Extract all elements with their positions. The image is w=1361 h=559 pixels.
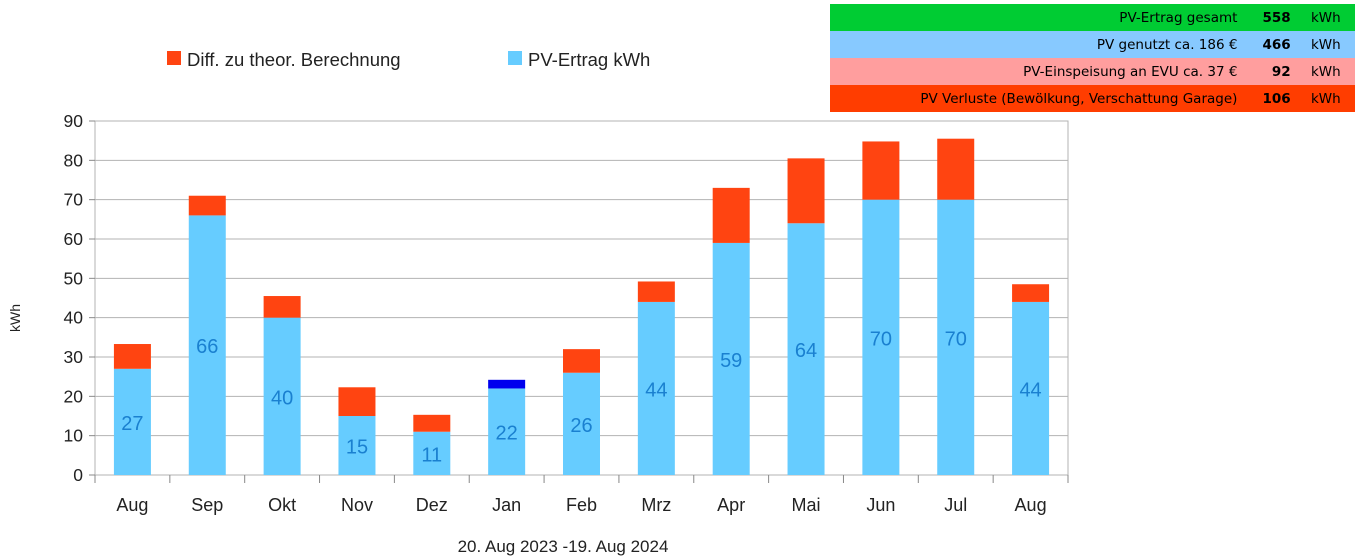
summary-row: PV Verluste (Bewölkung, Verschattung Gar…	[830, 85, 1355, 112]
summary-row-unit: kWh	[1310, 63, 1341, 80]
bar-value-label: 22	[496, 423, 518, 445]
summary-table: PV-Ertrag gesamt 558 kWh PV genutzt ca. 186…	[830, 4, 1355, 112]
x-tick-label: Okt	[268, 495, 296, 515]
summary-row-unit: kWh	[1310, 9, 1341, 26]
bar-diff	[263, 296, 301, 318]
bar-diff	[338, 387, 376, 416]
bar-pv-ertrag	[787, 223, 825, 475]
x-tick-label: Jan	[492, 495, 521, 515]
x-tick-label: Dez	[416, 495, 448, 515]
x-tick-label: Nov	[341, 495, 373, 515]
y-tick-label: 30	[64, 347, 84, 367]
bar-value-label: 11	[421, 444, 442, 466]
bar-value-label: 26	[570, 415, 592, 437]
x-tick-label: Jun	[866, 495, 895, 515]
y-tick-label: 80	[64, 150, 84, 170]
bar-value-label: 70	[945, 328, 967, 350]
y-tick-label: 70	[64, 190, 84, 210]
y-tick-label: 50	[64, 268, 84, 288]
summary-row-label: PV genutzt ca. 186 €	[1096, 36, 1238, 53]
summary-row-label: PV-Einspeisung an EVU ca. 37 €	[1023, 63, 1238, 80]
bar-diff	[787, 158, 825, 224]
bar-value-label: 44	[1019, 379, 1041, 401]
bar-value-label: 70	[870, 328, 892, 350]
legend-label-diff: Diff. zu theor. Berechnung	[187, 49, 401, 70]
bar-diff	[563, 349, 600, 373]
bars-layer: 27 66 40 15 11 22 26 44 59 64 70 70 44	[113, 138, 1050, 475]
summary-row: PV-Ertrag gesamt 558 kWh	[830, 4, 1355, 31]
y-tick-label: 40	[64, 308, 84, 328]
bar-diff	[937, 138, 975, 200]
bar-pv-ertrag	[563, 372, 600, 475]
bar-pv-ertrag	[637, 301, 675, 475]
bar-value-label: 40	[271, 387, 293, 409]
summary-row: PV-Einspeisung an EVU ca. 37 € 92 kWh	[830, 58, 1355, 85]
bar-diff	[862, 141, 900, 200]
bar-value-label: 66	[196, 336, 218, 358]
summary-row-unit: kWh	[1310, 36, 1341, 53]
bar-pv-ertrag	[862, 199, 900, 475]
x-tick-label: Jul	[944, 495, 967, 515]
legend-label-pv: PV-Ertrag kWh	[528, 49, 650, 70]
y-axis-title: kWh	[7, 304, 23, 332]
bar-pv-ertrag	[338, 416, 376, 475]
bar-diff	[488, 379, 526, 389]
x-tick-label: Aug	[1015, 495, 1047, 515]
y-tick-label: 20	[64, 386, 84, 406]
summary-row-value: 106	[1262, 90, 1291, 107]
bar-pv-ertrag	[413, 431, 451, 475]
bar-value-label: 64	[795, 340, 817, 362]
bar-value-label: 27	[121, 413, 143, 435]
bar-diff	[188, 195, 226, 216]
bar-value-label: 15	[346, 437, 368, 459]
y-tick-label: 0	[73, 465, 83, 485]
y-tick-label: 90	[64, 111, 84, 131]
bar-pv-ertrag	[263, 317, 301, 475]
bar-pv-ertrag	[488, 388, 526, 475]
bar-pv-ertrag	[1012, 301, 1050, 475]
bar-value-label: 44	[645, 379, 667, 401]
bar-diff	[1012, 284, 1050, 302]
summary-row-label: PV-Ertrag gesamt	[1119, 9, 1238, 26]
bar-pv-ertrag	[188, 215, 226, 475]
x-axis-title: 20. Aug 2023 -19. Aug 2024	[458, 537, 669, 556]
axis-layer: 0 10 20 30 40 50 60 70 80 90 Aug Sep Okt Nov Dez Jan Feb…	[64, 111, 1069, 515]
y-tick-label: 60	[64, 229, 84, 249]
legend-swatch-diff	[167, 51, 181, 65]
legend-swatch-pv	[508, 51, 522, 65]
summary-row-value: 92	[1271, 63, 1291, 80]
bar-value-label: 59	[720, 350, 742, 372]
x-tick-label: Mai	[792, 495, 821, 515]
x-tick-label: Feb	[566, 495, 597, 515]
summary-row-value: 558	[1262, 9, 1291, 26]
bar-diff	[113, 344, 151, 369]
bar-diff	[712, 187, 750, 243]
bar-pv-ertrag	[113, 368, 151, 475]
summary-row-label: PV Verluste (Bewölkung, Verschattung Gar…	[920, 90, 1238, 107]
bar-diff	[637, 281, 675, 302]
summary-row-value: 466	[1262, 36, 1291, 53]
x-tick-label: Mrz	[641, 495, 671, 515]
bar-pv-ertrag	[937, 199, 975, 475]
x-tick-label: Sep	[191, 495, 223, 515]
summary-row: PV genutzt ca. 186 € 466 kWh	[830, 31, 1355, 58]
x-tick-label: Aug	[116, 495, 148, 515]
y-tick-label: 10	[64, 426, 84, 446]
x-tick-label: Apr	[717, 495, 745, 515]
bar-diff	[413, 414, 451, 432]
summary-row-unit: kWh	[1310, 90, 1341, 107]
bar-pv-ertrag	[712, 242, 750, 475]
legend: Diff. zu theor. Berechnung PV-Ertrag kWh	[167, 49, 650, 70]
